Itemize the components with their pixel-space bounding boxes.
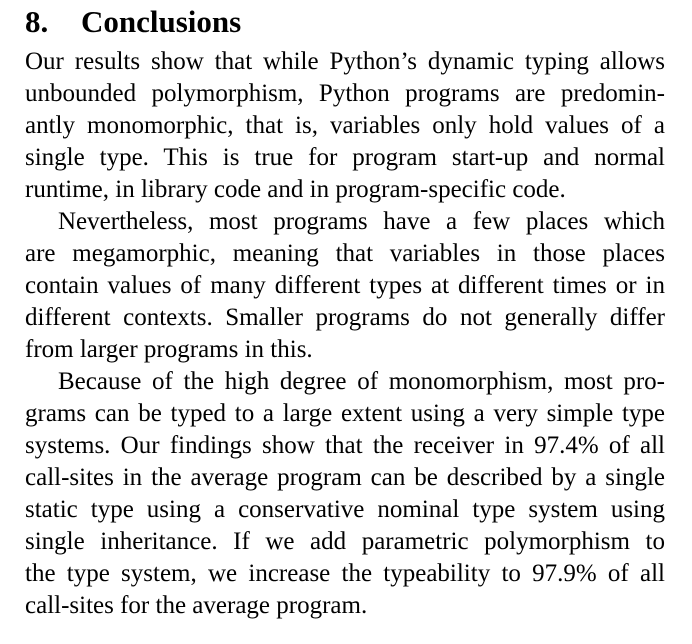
text-line: contain values of many different types a… [25, 272, 665, 299]
section-title: Conclusions [81, 4, 242, 39]
text-line: Nevertheless, most programs have a few p… [58, 208, 665, 235]
text-line: Because of the high degree of monomorphi… [58, 368, 665, 395]
text-line: systems. Our findings show that the rece… [25, 432, 665, 459]
text-line: single inheritance. If we add parametric… [25, 528, 665, 555]
text-line: Our results show that while Python’s dyn… [25, 48, 665, 75]
section-number: 8. [25, 4, 49, 39]
text-line: call-sites for the average program. [25, 592, 368, 619]
section-heading: 8. Conclusions [25, 2, 665, 46]
text-line: static type using a conservative nominal… [25, 496, 665, 523]
paragraph-typeability: Because of the high degree of monomorphi… [25, 366, 665, 622]
text-line: runtime, in library code and in program-… [25, 176, 566, 203]
text-line: antly monomorphic, that is, variables on… [25, 112, 665, 139]
text-line: the type system, we increase the typeabi… [25, 560, 665, 587]
text-line: from larger programs in this. [25, 336, 313, 363]
text-line: different contexts. Smaller programs do … [25, 304, 665, 331]
text-line: are megamorphic, meaning that variables … [25, 240, 665, 267]
paragraph-results: Our results show that while Python’s dyn… [25, 46, 665, 206]
paper-page: 8. Conclusions Our results show that whil… [25, 2, 665, 622]
text-line: unbounded polymorphism, Python programs … [25, 80, 665, 107]
paragraph-megamorphic: Nevertheless, most programs have a few p… [25, 206, 665, 366]
text-line: single type. This is true for program st… [25, 144, 665, 171]
text-line: grams can be typed to a large extent usi… [25, 400, 665, 427]
text-line: call-sites in the average program can be… [25, 464, 665, 491]
